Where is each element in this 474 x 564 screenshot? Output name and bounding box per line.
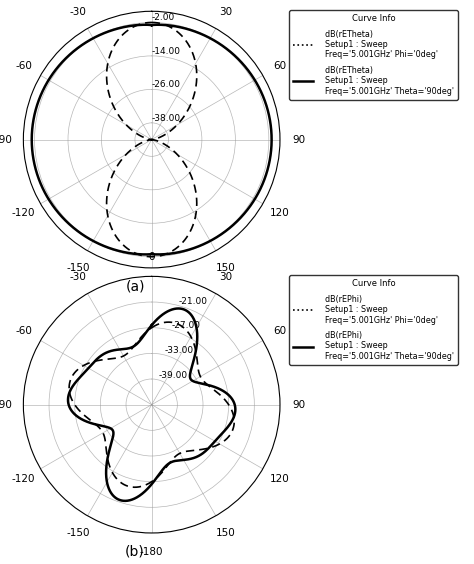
Text: (a): (a) — [125, 279, 145, 293]
Text: (b): (b) — [125, 544, 145, 558]
Legend:   dB(rETheta)
  Setup1 : Sweep
  Freq='5.001GHz' Phi='0deg',   dB(rETheta)
  Set: dB(rETheta) Setup1 : Sweep Freq='5.001GH… — [289, 10, 458, 100]
Legend:   dB(rEPhi)
  Setup1 : Sweep
  Freq='5.001GHz' Phi='0deg',   dB(rEPhi)
  Setup1 : dB(rEPhi) Setup1 : Sweep Freq='5.001GHz'… — [289, 275, 458, 365]
